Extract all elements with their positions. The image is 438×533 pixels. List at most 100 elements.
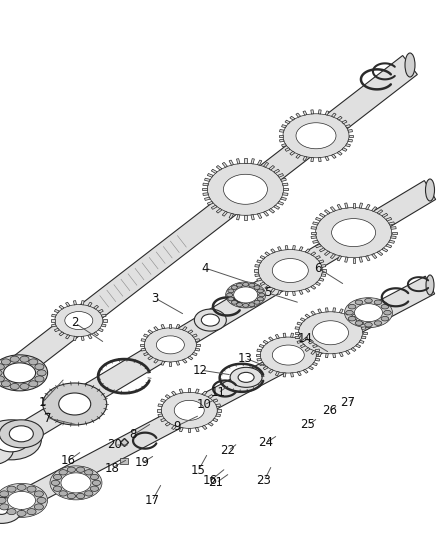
Polygon shape [52,324,56,327]
Polygon shape [290,373,293,377]
Polygon shape [213,418,218,422]
Ellipse shape [237,284,243,287]
Ellipse shape [0,376,4,382]
Polygon shape [386,244,392,248]
Polygon shape [313,222,318,225]
Polygon shape [382,248,388,252]
Polygon shape [293,246,295,250]
Polygon shape [195,338,200,342]
Ellipse shape [0,497,21,523]
Polygon shape [165,422,170,426]
Polygon shape [51,319,55,322]
Text: 13: 13 [237,351,252,365]
Polygon shape [389,222,395,225]
Polygon shape [179,427,183,432]
Text: 20: 20 [108,439,123,451]
Polygon shape [299,247,303,251]
Polygon shape [192,352,197,356]
Ellipse shape [201,314,219,326]
Text: 10: 10 [197,399,212,411]
Text: 6: 6 [314,262,322,274]
Polygon shape [283,373,286,377]
Polygon shape [337,116,342,120]
Polygon shape [54,328,59,332]
Polygon shape [386,217,392,221]
Polygon shape [263,341,268,344]
Polygon shape [188,429,191,432]
Ellipse shape [355,300,363,304]
Polygon shape [351,314,356,318]
Ellipse shape [299,312,363,354]
Polygon shape [356,318,360,321]
Polygon shape [271,249,275,253]
Polygon shape [265,286,270,289]
Polygon shape [259,344,264,348]
Polygon shape [290,333,293,337]
Ellipse shape [0,370,2,376]
Ellipse shape [258,289,264,293]
Ellipse shape [405,53,415,77]
Ellipse shape [243,303,249,308]
Polygon shape [195,427,199,432]
Polygon shape [66,335,70,339]
Polygon shape [283,188,289,190]
Polygon shape [359,257,363,262]
Polygon shape [179,389,183,393]
Polygon shape [333,353,336,358]
Polygon shape [141,348,145,351]
Polygon shape [313,240,318,244]
Polygon shape [265,252,270,256]
Polygon shape [154,359,158,363]
Polygon shape [283,333,286,337]
Text: 23: 23 [257,474,272,488]
Polygon shape [172,425,176,430]
Polygon shape [276,334,279,338]
Polygon shape [182,359,187,363]
Polygon shape [391,236,396,239]
Polygon shape [382,213,388,217]
Polygon shape [345,203,348,208]
Polygon shape [316,354,320,356]
Polygon shape [74,336,77,341]
Polygon shape [205,178,210,181]
Polygon shape [311,158,314,161]
Polygon shape [290,151,295,155]
Ellipse shape [17,511,26,516]
Polygon shape [255,264,259,267]
Polygon shape [330,254,336,259]
Polygon shape [293,292,295,295]
Polygon shape [297,334,301,338]
Text: 16: 16 [60,455,75,467]
Polygon shape [229,160,233,165]
Ellipse shape [354,304,382,322]
Polygon shape [303,369,308,373]
Polygon shape [278,290,282,294]
Polygon shape [377,209,383,214]
Polygon shape [161,325,165,329]
Ellipse shape [258,293,265,297]
Polygon shape [216,166,222,170]
Text: 7: 7 [44,411,52,424]
Polygon shape [325,209,330,214]
Ellipse shape [0,506,7,514]
Polygon shape [321,274,326,277]
Text: 22: 22 [220,445,236,457]
Polygon shape [257,349,261,352]
Polygon shape [148,330,153,334]
Ellipse shape [4,363,35,383]
Polygon shape [318,158,321,161]
Polygon shape [208,394,213,399]
Ellipse shape [228,289,234,293]
Polygon shape [216,208,222,213]
Polygon shape [74,301,77,305]
Polygon shape [315,256,321,259]
Polygon shape [222,163,227,167]
Polygon shape [319,213,325,217]
Polygon shape [182,327,187,330]
Ellipse shape [1,381,11,387]
Ellipse shape [272,345,304,365]
Polygon shape [213,399,218,402]
Polygon shape [303,111,307,115]
Polygon shape [2,181,436,453]
Ellipse shape [50,466,102,500]
